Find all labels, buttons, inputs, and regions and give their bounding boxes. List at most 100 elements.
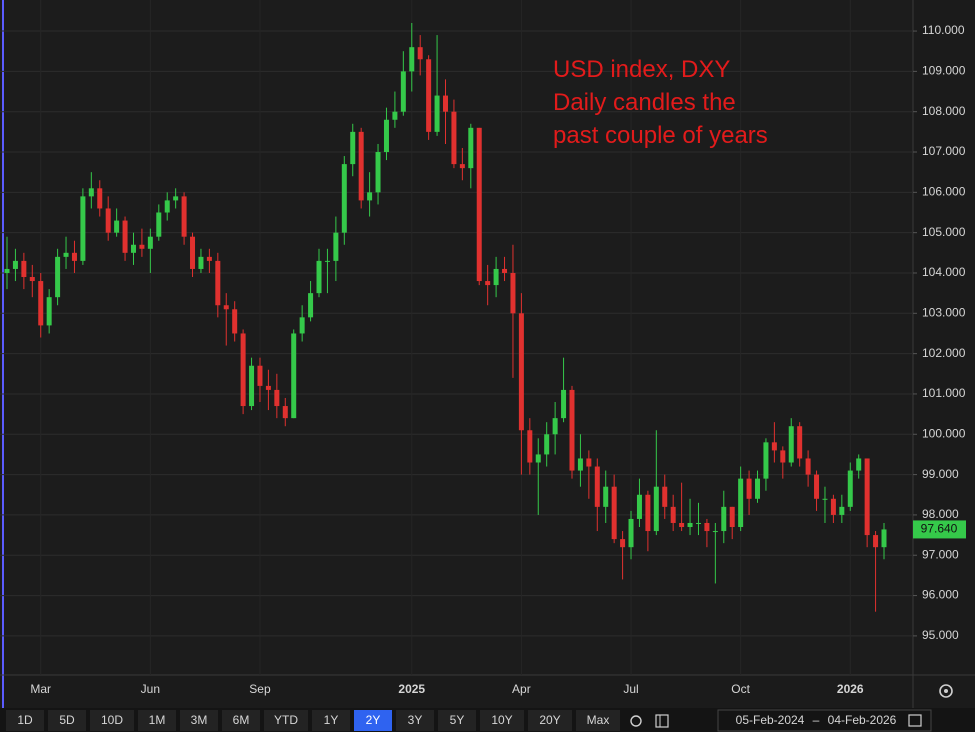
candle-body — [265, 385, 271, 390]
y-tick-label: 98.000 — [922, 507, 959, 521]
candle-body — [628, 518, 634, 548]
range-button[interactable]: 3Y — [396, 710, 434, 731]
candle-body — [518, 313, 524, 431]
candle-body — [561, 389, 567, 419]
candle-body — [190, 236, 196, 269]
candle-body — [392, 111, 398, 120]
candle-body — [510, 272, 516, 314]
range-button-bg — [480, 710, 524, 731]
candle-body — [232, 309, 238, 334]
candle-body — [729, 506, 735, 528]
plot-area — [0, 0, 913, 675]
candle-body — [71, 252, 77, 261]
y-tick-label: 104.000 — [922, 265, 966, 279]
candle-body — [63, 252, 69, 257]
candle-body — [814, 474, 820, 499]
candle-body — [257, 365, 263, 386]
candle-body — [206, 256, 212, 261]
candle-body — [240, 333, 246, 407]
candle-body — [358, 131, 364, 201]
candle-body — [55, 256, 61, 298]
range-button-bg — [438, 710, 476, 731]
candle-body — [645, 494, 651, 532]
range-button[interactable]: 5Y — [438, 710, 476, 731]
candle-body — [274, 389, 280, 407]
settings-button[interactable] — [630, 715, 642, 727]
candle-body — [864, 458, 870, 536]
x-tick-label: Sep — [249, 682, 271, 696]
date-from: 05-Feb-2024 — [736, 713, 805, 727]
x-tick-label: Oct — [731, 682, 750, 696]
date-range-box — [717, 709, 932, 732]
candle-body — [308, 293, 314, 318]
range-button[interactable]: 1M — [138, 710, 176, 731]
candle-body — [527, 430, 533, 463]
candle-body — [797, 426, 803, 459]
range-button[interactable]: 1Y — [312, 710, 350, 731]
candle-body — [215, 260, 221, 306]
candle-body — [223, 305, 229, 310]
range-button-label: 3Y — [408, 713, 423, 727]
candle-body — [156, 212, 162, 237]
settings-icon[interactable] — [939, 684, 953, 698]
candle-body — [670, 506, 676, 523]
candle-body — [771, 442, 777, 451]
candle-body — [147, 236, 153, 249]
candle-body — [105, 208, 111, 233]
candle-body — [173, 196, 179, 201]
table-button[interactable] — [655, 714, 669, 728]
candle-body — [873, 535, 879, 548]
candle-body — [594, 466, 600, 507]
candle-body — [611, 486, 617, 540]
candle-body — [350, 131, 356, 165]
candle-body — [636, 494, 642, 519]
y-tick-label: 101.000 — [922, 386, 966, 400]
range-button[interactable]: 6M — [222, 710, 260, 731]
candle-body — [130, 244, 136, 253]
candle-body — [847, 470, 853, 507]
candle-body — [712, 531, 718, 533]
candle-body — [586, 458, 592, 467]
range-button[interactable]: 2Y — [354, 710, 392, 731]
candle-body — [687, 522, 693, 528]
range-button[interactable]: Max — [576, 710, 620, 731]
range-button[interactable]: YTD — [264, 710, 308, 731]
candle-body — [695, 522, 701, 524]
range-button-bg — [6, 710, 44, 731]
range-button[interactable]: 3M — [180, 710, 218, 731]
range-button-bg — [180, 710, 218, 731]
range-button-bg — [576, 710, 620, 731]
candle-body — [282, 406, 288, 419]
range-button[interactable]: 1D — [6, 710, 44, 731]
candle-body — [299, 317, 305, 334]
candle-body — [485, 281, 491, 286]
range-button[interactable]: 5D — [48, 710, 86, 731]
x-tick-label: Mar — [30, 682, 51, 696]
candle-body — [409, 47, 415, 72]
candle-body — [679, 522, 685, 528]
candle-body — [738, 478, 744, 528]
range-button[interactable]: 20Y — [528, 710, 572, 731]
candle-body — [746, 478, 752, 499]
candle-body — [181, 196, 187, 237]
range-button[interactable]: 10Y — [480, 710, 524, 731]
range-button-bg — [48, 710, 86, 731]
candle-body — [46, 297, 52, 326]
candle-body — [114, 220, 120, 233]
range-button[interactable]: 10D — [90, 710, 134, 731]
date-range[interactable]: 05-Feb-2024–04-Feb-2026 — [717, 709, 932, 732]
candle-body — [881, 529, 887, 548]
date-separator: – — [813, 713, 820, 727]
y-tick-label: 110.000 — [922, 23, 965, 37]
y-tick-label: 95.000 — [922, 628, 959, 642]
candle-body — [417, 47, 423, 60]
date-to: 04-Feb-2026 — [828, 713, 897, 727]
candle-body — [721, 506, 727, 532]
x-tick-label: Apr — [512, 682, 531, 696]
candle-body — [29, 277, 35, 282]
candle-body — [856, 458, 862, 471]
range-button-label: 20Y — [539, 713, 560, 727]
candle-body — [577, 458, 583, 471]
range-button-label: 5Y — [450, 713, 465, 727]
candle-body — [763, 442, 769, 479]
